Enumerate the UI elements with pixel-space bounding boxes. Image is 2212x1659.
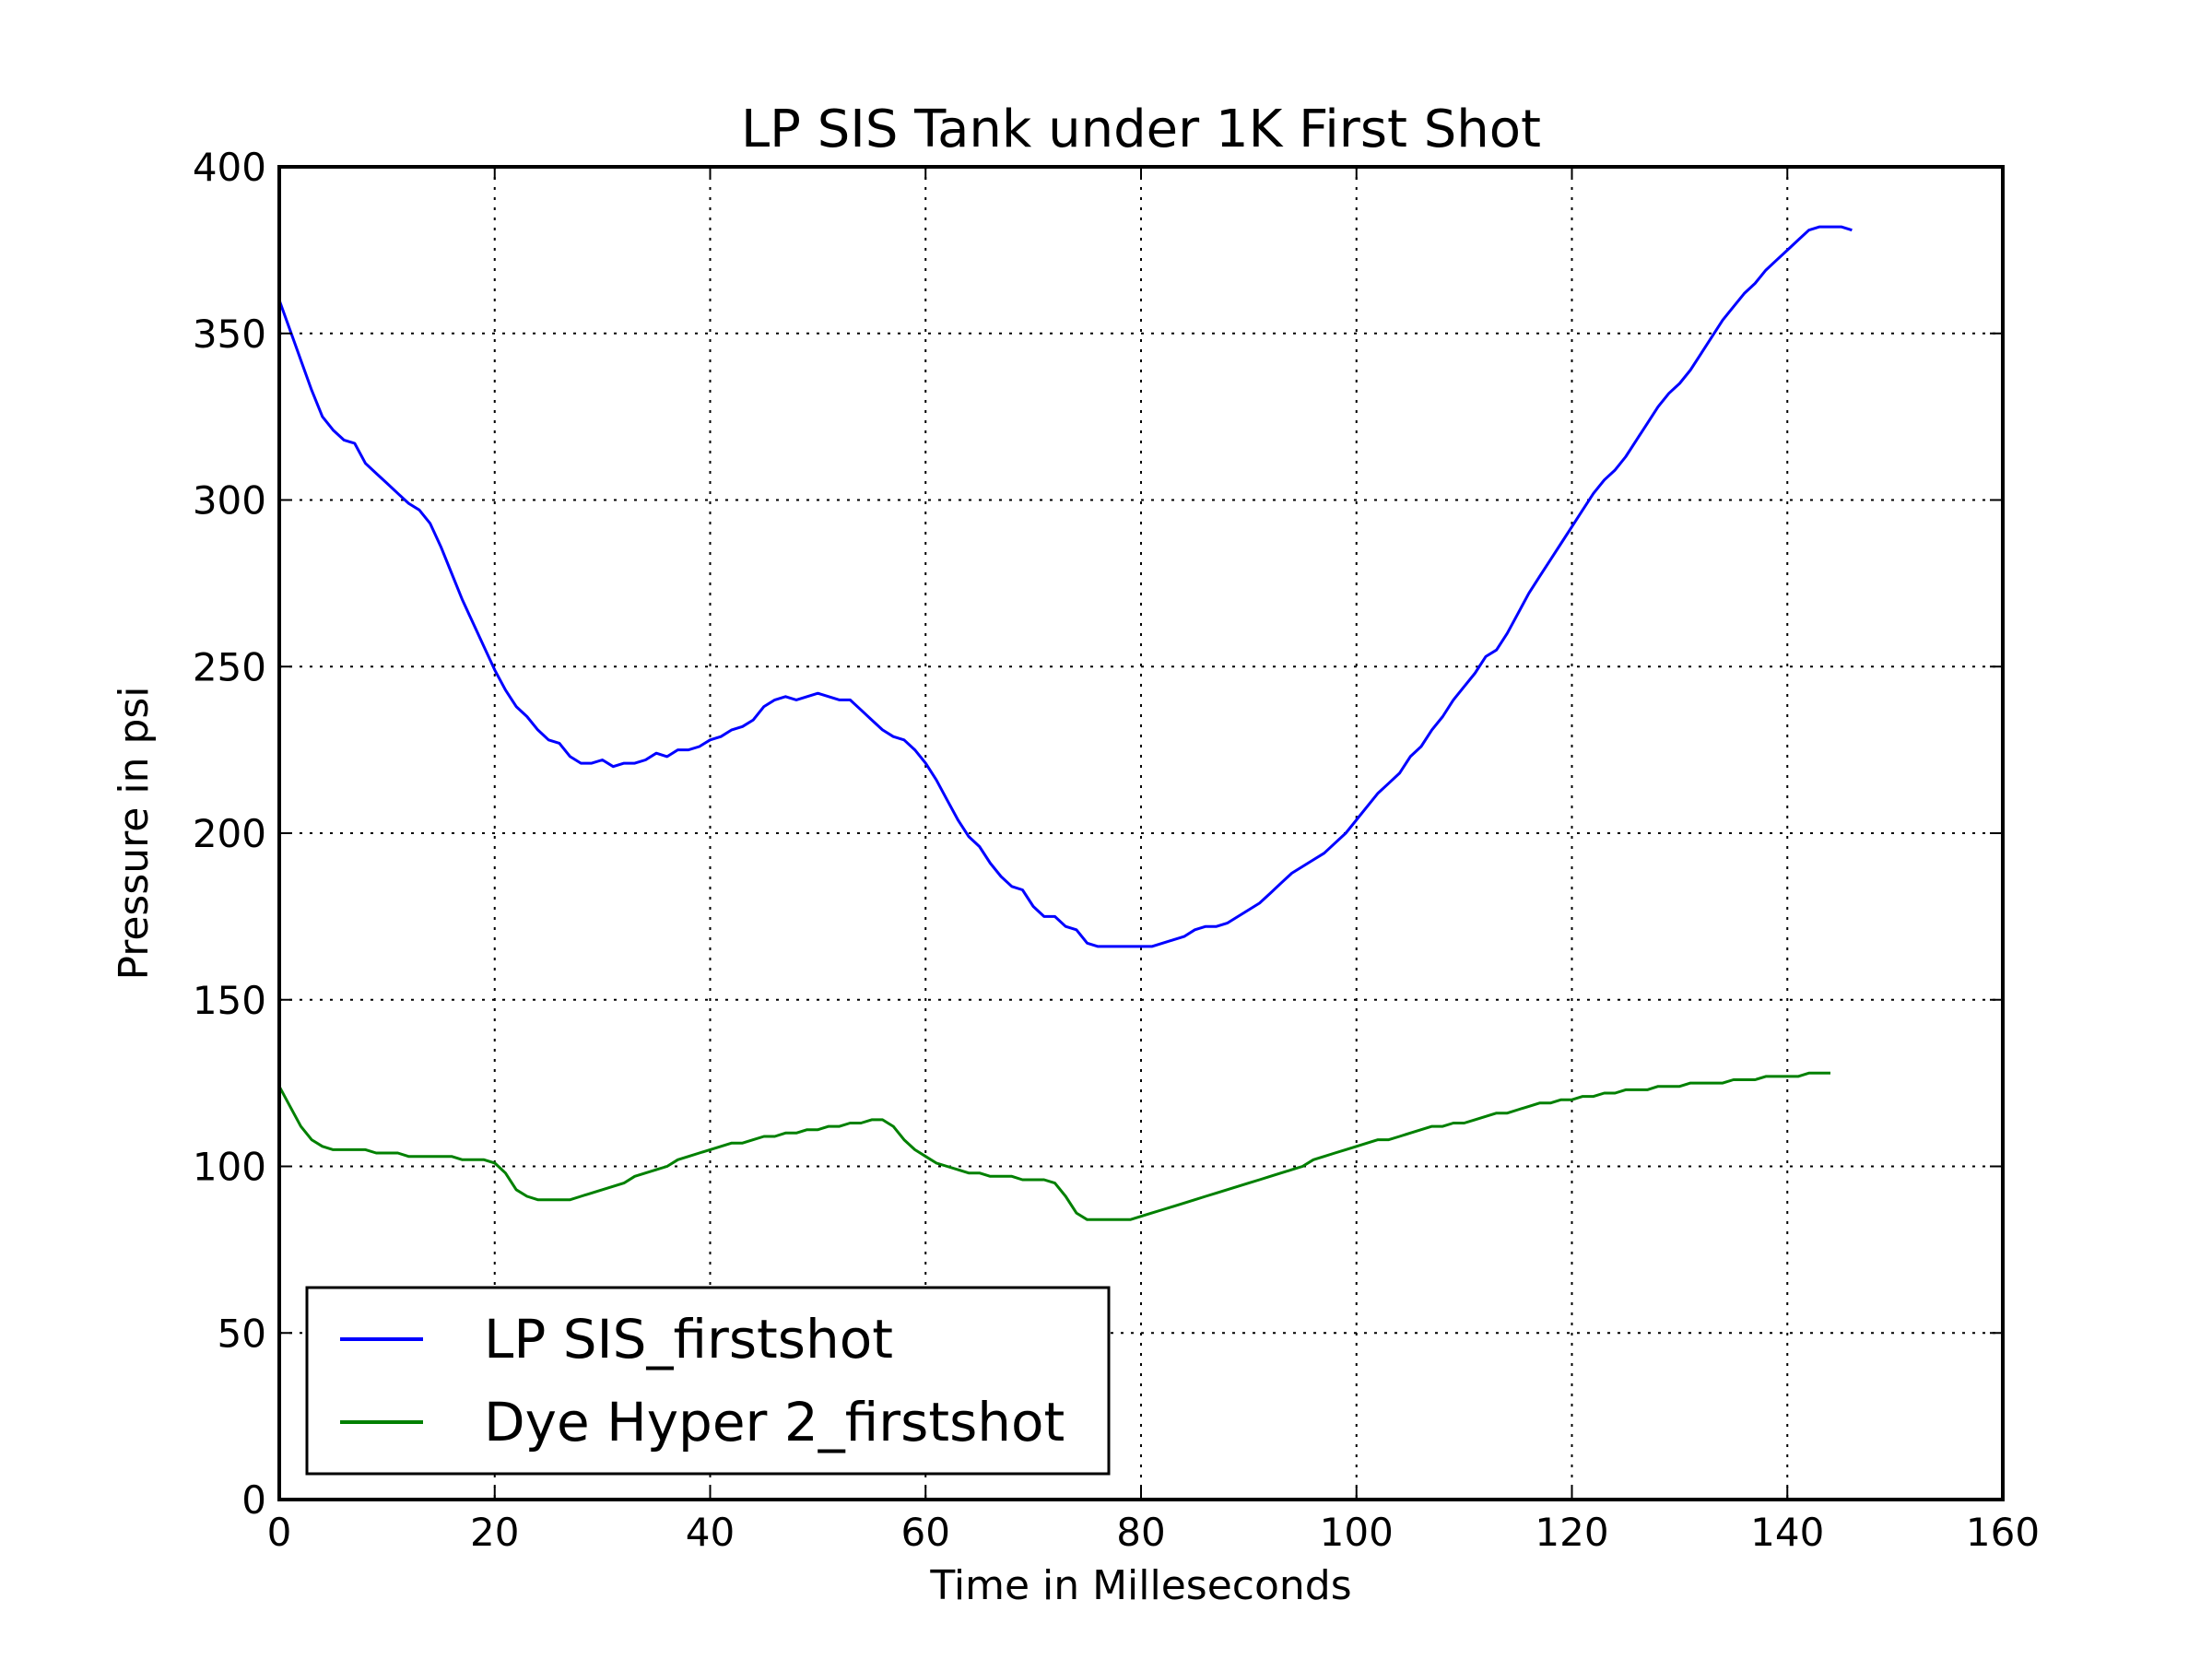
- y-axis-label: Pressure in psi: [111, 686, 158, 980]
- x-tick-label: 0: [267, 1510, 292, 1555]
- grid-lines: [279, 167, 2003, 1500]
- x-tick-label: 20: [470, 1510, 519, 1555]
- legend-label-2: Dye Hyper 2_firstshot: [484, 1391, 1065, 1453]
- legend-box: [305, 1286, 1111, 1476]
- y-tick-label: 0: [241, 1477, 266, 1523]
- y-tick-label: 50: [218, 1311, 266, 1356]
- x-tick-label: 160: [1966, 1510, 2040, 1555]
- x-tick-label: 120: [1535, 1510, 1608, 1555]
- y-tick-label: 300: [193, 478, 266, 524]
- series-line-1: [277, 225, 1853, 948]
- y-tick-label: 200: [193, 811, 266, 856]
- x-tick-label: 40: [686, 1510, 735, 1555]
- x-tick-label: 140: [1750, 1510, 1824, 1555]
- y-tick-label: 250: [193, 644, 266, 689]
- chart-title: LP SIS Tank under 1K First Shot: [741, 100, 1541, 159]
- x-tick-label: 100: [1320, 1510, 1394, 1555]
- axis-ticks: 0 20 40 60 80 100 120 140 160 0 50 100 150 200 250 300 3…: [193, 145, 2040, 1555]
- legend-label-1: LP SIS_firstshot: [484, 1308, 893, 1371]
- y-tick-label: 100: [193, 1145, 266, 1190]
- y-tick-label: 150: [193, 978, 266, 1023]
- legend: LP SIS_firstshot Dye Hyper 2_firstshot: [305, 1286, 1111, 1476]
- x-tick-label: 60: [901, 1510, 950, 1555]
- y-tick-label: 350: [193, 312, 266, 357]
- series-line-2: [277, 1071, 1830, 1221]
- y-tick-label: 400: [193, 145, 266, 190]
- x-tick-label: 80: [1116, 1510, 1165, 1555]
- x-axis-label: Time in Milleseconds: [929, 1562, 1351, 1609]
- series-lines: [277, 225, 1853, 1221]
